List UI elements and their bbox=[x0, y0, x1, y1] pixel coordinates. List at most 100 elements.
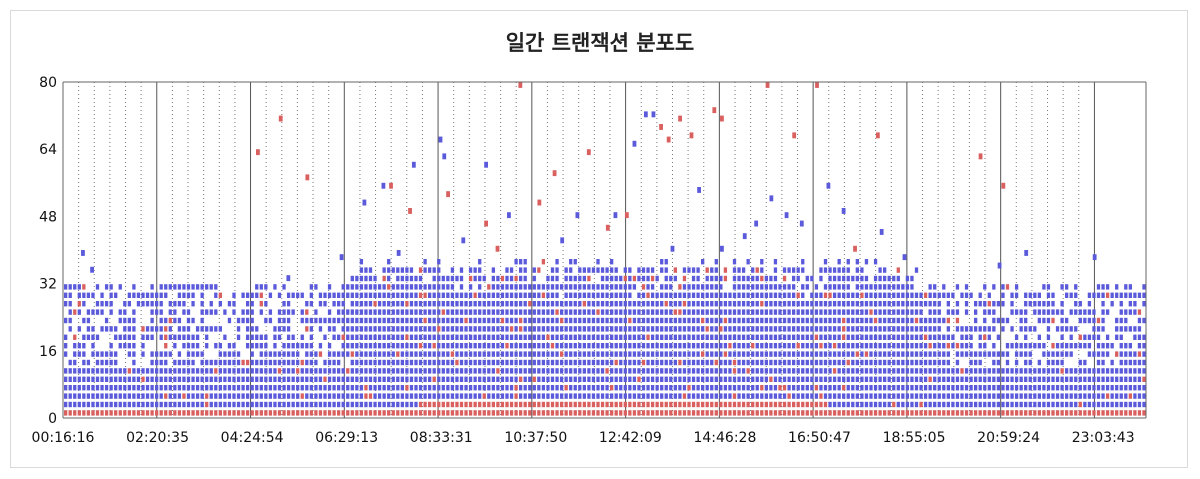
transaction-cell bbox=[587, 317, 591, 324]
transaction-cell bbox=[732, 267, 737, 273]
transaction-cell bbox=[186, 351, 191, 357]
transaction-cell bbox=[964, 284, 969, 290]
transaction-cell bbox=[528, 343, 532, 349]
transaction-cell bbox=[282, 301, 286, 307]
transaction-cell bbox=[632, 393, 637, 399]
transaction-cell bbox=[792, 292, 796, 298]
transaction-cell bbox=[186, 401, 191, 408]
transaction-cell bbox=[391, 393, 395, 399]
transaction-cell bbox=[373, 368, 377, 374]
transaction-cell bbox=[641, 301, 646, 307]
transaction-cell bbox=[650, 309, 655, 315]
transaction-cell bbox=[669, 284, 673, 290]
transaction-cell bbox=[855, 309, 859, 315]
transaction-cell bbox=[964, 343, 969, 349]
transaction-cell bbox=[710, 317, 714, 324]
transaction-cell bbox=[614, 301, 618, 307]
transaction-cell bbox=[737, 401, 741, 408]
transaction-cell bbox=[814, 284, 819, 290]
transaction-cell bbox=[787, 284, 791, 290]
transaction-cell bbox=[277, 385, 282, 391]
transaction-cell bbox=[769, 401, 773, 408]
outlier-point bbox=[507, 212, 511, 219]
transaction-cell bbox=[655, 292, 659, 298]
transaction-cell bbox=[992, 359, 996, 366]
transaction-cell bbox=[810, 410, 814, 416]
transaction-cell bbox=[628, 351, 632, 357]
transaction-cell bbox=[332, 351, 336, 357]
transaction-cell bbox=[478, 317, 482, 324]
transaction-cell bbox=[864, 401, 869, 408]
transaction-cell bbox=[650, 343, 655, 349]
transaction-cell bbox=[268, 385, 273, 391]
transaction-cell bbox=[318, 301, 323, 307]
transaction-cell bbox=[787, 401, 791, 408]
transaction-cell bbox=[983, 343, 987, 349]
transaction-cell bbox=[150, 309, 154, 315]
transaction-cell bbox=[569, 385, 573, 391]
outlier-point bbox=[765, 82, 770, 88]
transaction-cell bbox=[691, 410, 696, 416]
transaction-cell bbox=[509, 393, 514, 399]
transaction-cell bbox=[737, 292, 741, 298]
transaction-cell bbox=[468, 275, 473, 282]
transaction-cell bbox=[851, 334, 855, 340]
transaction-cell bbox=[555, 410, 559, 416]
transaction-cell bbox=[400, 334, 404, 340]
transaction-cell bbox=[614, 359, 618, 366]
transaction-cell bbox=[623, 359, 627, 366]
transaction-cell bbox=[528, 393, 532, 399]
transaction-cell bbox=[77, 284, 81, 290]
transaction-cell bbox=[305, 317, 309, 324]
transaction-cell bbox=[519, 275, 523, 282]
transaction-cell bbox=[505, 343, 509, 349]
transaction-cell bbox=[277, 368, 282, 374]
transaction-cell bbox=[82, 317, 86, 324]
transaction-cell bbox=[691, 334, 696, 340]
outlier-point bbox=[659, 124, 663, 130]
transaction-cell bbox=[450, 393, 455, 399]
transaction-cell bbox=[628, 393, 632, 399]
transaction-cell bbox=[1051, 385, 1055, 391]
transaction-cell bbox=[1005, 393, 1010, 399]
transaction-cell bbox=[600, 326, 605, 332]
transaction-cell bbox=[796, 292, 800, 298]
transaction-cell bbox=[546, 376, 550, 382]
transaction-cell bbox=[1087, 309, 1092, 315]
transaction-cell bbox=[182, 343, 186, 349]
transaction-cell bbox=[159, 284, 163, 290]
transaction-cell bbox=[796, 401, 800, 408]
transaction-cell bbox=[455, 401, 459, 408]
transaction-cell bbox=[86, 393, 91, 399]
transaction-cell bbox=[1074, 401, 1078, 408]
transaction-cell bbox=[387, 259, 391, 265]
transaction-cell bbox=[978, 401, 982, 408]
transaction-cell bbox=[619, 359, 623, 366]
transaction-cell bbox=[1024, 368, 1028, 374]
transaction-cell bbox=[860, 284, 864, 290]
transaction-cell bbox=[960, 326, 964, 332]
transaction-cell bbox=[337, 368, 341, 374]
transaction-cell bbox=[605, 301, 609, 307]
transaction-cell bbox=[177, 284, 182, 290]
transaction-cell bbox=[569, 343, 573, 349]
transaction-cell bbox=[318, 351, 323, 357]
transaction-cell bbox=[482, 401, 486, 408]
transaction-cell bbox=[582, 309, 586, 315]
transaction-cell bbox=[264, 359, 268, 366]
transaction-cell bbox=[873, 410, 878, 416]
transaction-cell bbox=[1042, 317, 1046, 324]
transaction-cell bbox=[537, 317, 541, 324]
transaction-cell bbox=[355, 343, 359, 349]
transaction-cell bbox=[637, 385, 641, 391]
transaction-cell bbox=[578, 292, 582, 298]
x-tick-label: 23:03:43 bbox=[1072, 430, 1135, 446]
transaction-cell bbox=[837, 393, 841, 399]
transaction-cell bbox=[1110, 385, 1114, 391]
transaction-cell bbox=[614, 275, 618, 282]
transaction-cell bbox=[478, 410, 482, 416]
transaction-cell bbox=[691, 376, 696, 382]
transaction-cell bbox=[141, 385, 145, 391]
transaction-cell bbox=[1105, 284, 1110, 290]
transaction-cell bbox=[573, 309, 577, 315]
